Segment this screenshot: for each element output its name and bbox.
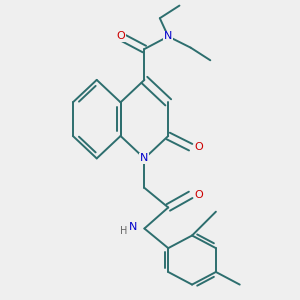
Text: O: O: [195, 190, 203, 200]
Text: N: N: [129, 222, 137, 232]
Text: H: H: [120, 226, 127, 236]
Text: N: N: [140, 153, 148, 164]
Text: O: O: [116, 32, 125, 41]
Text: O: O: [195, 142, 203, 152]
Text: N: N: [164, 32, 172, 41]
